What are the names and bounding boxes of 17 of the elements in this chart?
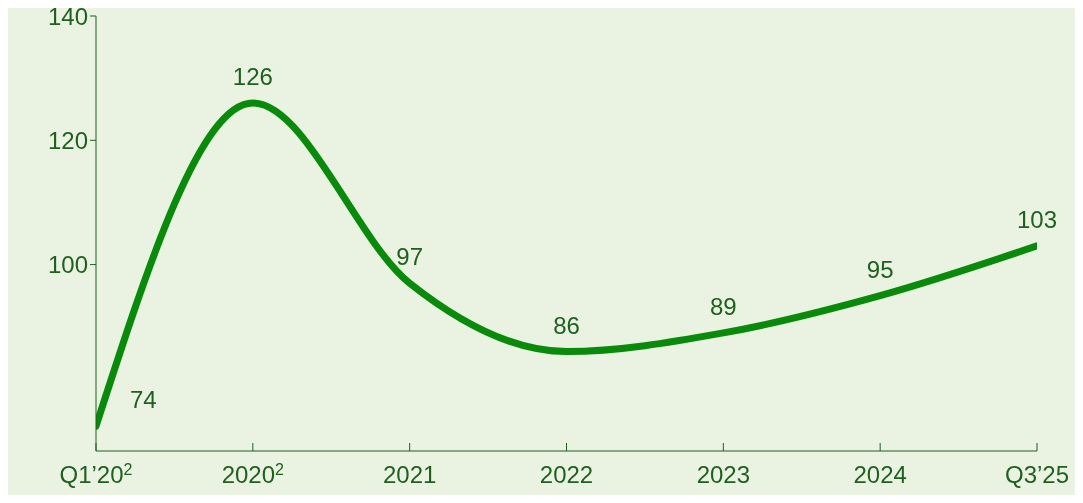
data-label: 97 bbox=[396, 243, 424, 271]
y-tick-label: 140 bbox=[47, 2, 88, 30]
x-tick-label: Q1’20$^{2}$ bbox=[59, 460, 133, 488]
data-label: 74 bbox=[130, 386, 157, 414]
data-label: 126 bbox=[232, 63, 273, 90]
y-tick-label: 100 bbox=[47, 251, 88, 279]
x-tick-label: 2022 bbox=[539, 461, 594, 488]
x-tick-label: 2020$^{2}$ bbox=[221, 460, 285, 488]
x-tick-label: 2023 bbox=[696, 461, 751, 488]
x-tick-label: 2021 bbox=[382, 461, 437, 488]
data-label: 103 bbox=[1016, 205, 1058, 233]
x-tick-label: 2024 bbox=[853, 461, 907, 488]
data-label: 89 bbox=[709, 292, 737, 320]
data-label: 86 bbox=[553, 311, 580, 339]
x-tick-label: Q3’25 bbox=[1004, 461, 1070, 488]
y-tick-label: 120 bbox=[47, 126, 88, 154]
data-label: 95 bbox=[866, 255, 894, 283]
